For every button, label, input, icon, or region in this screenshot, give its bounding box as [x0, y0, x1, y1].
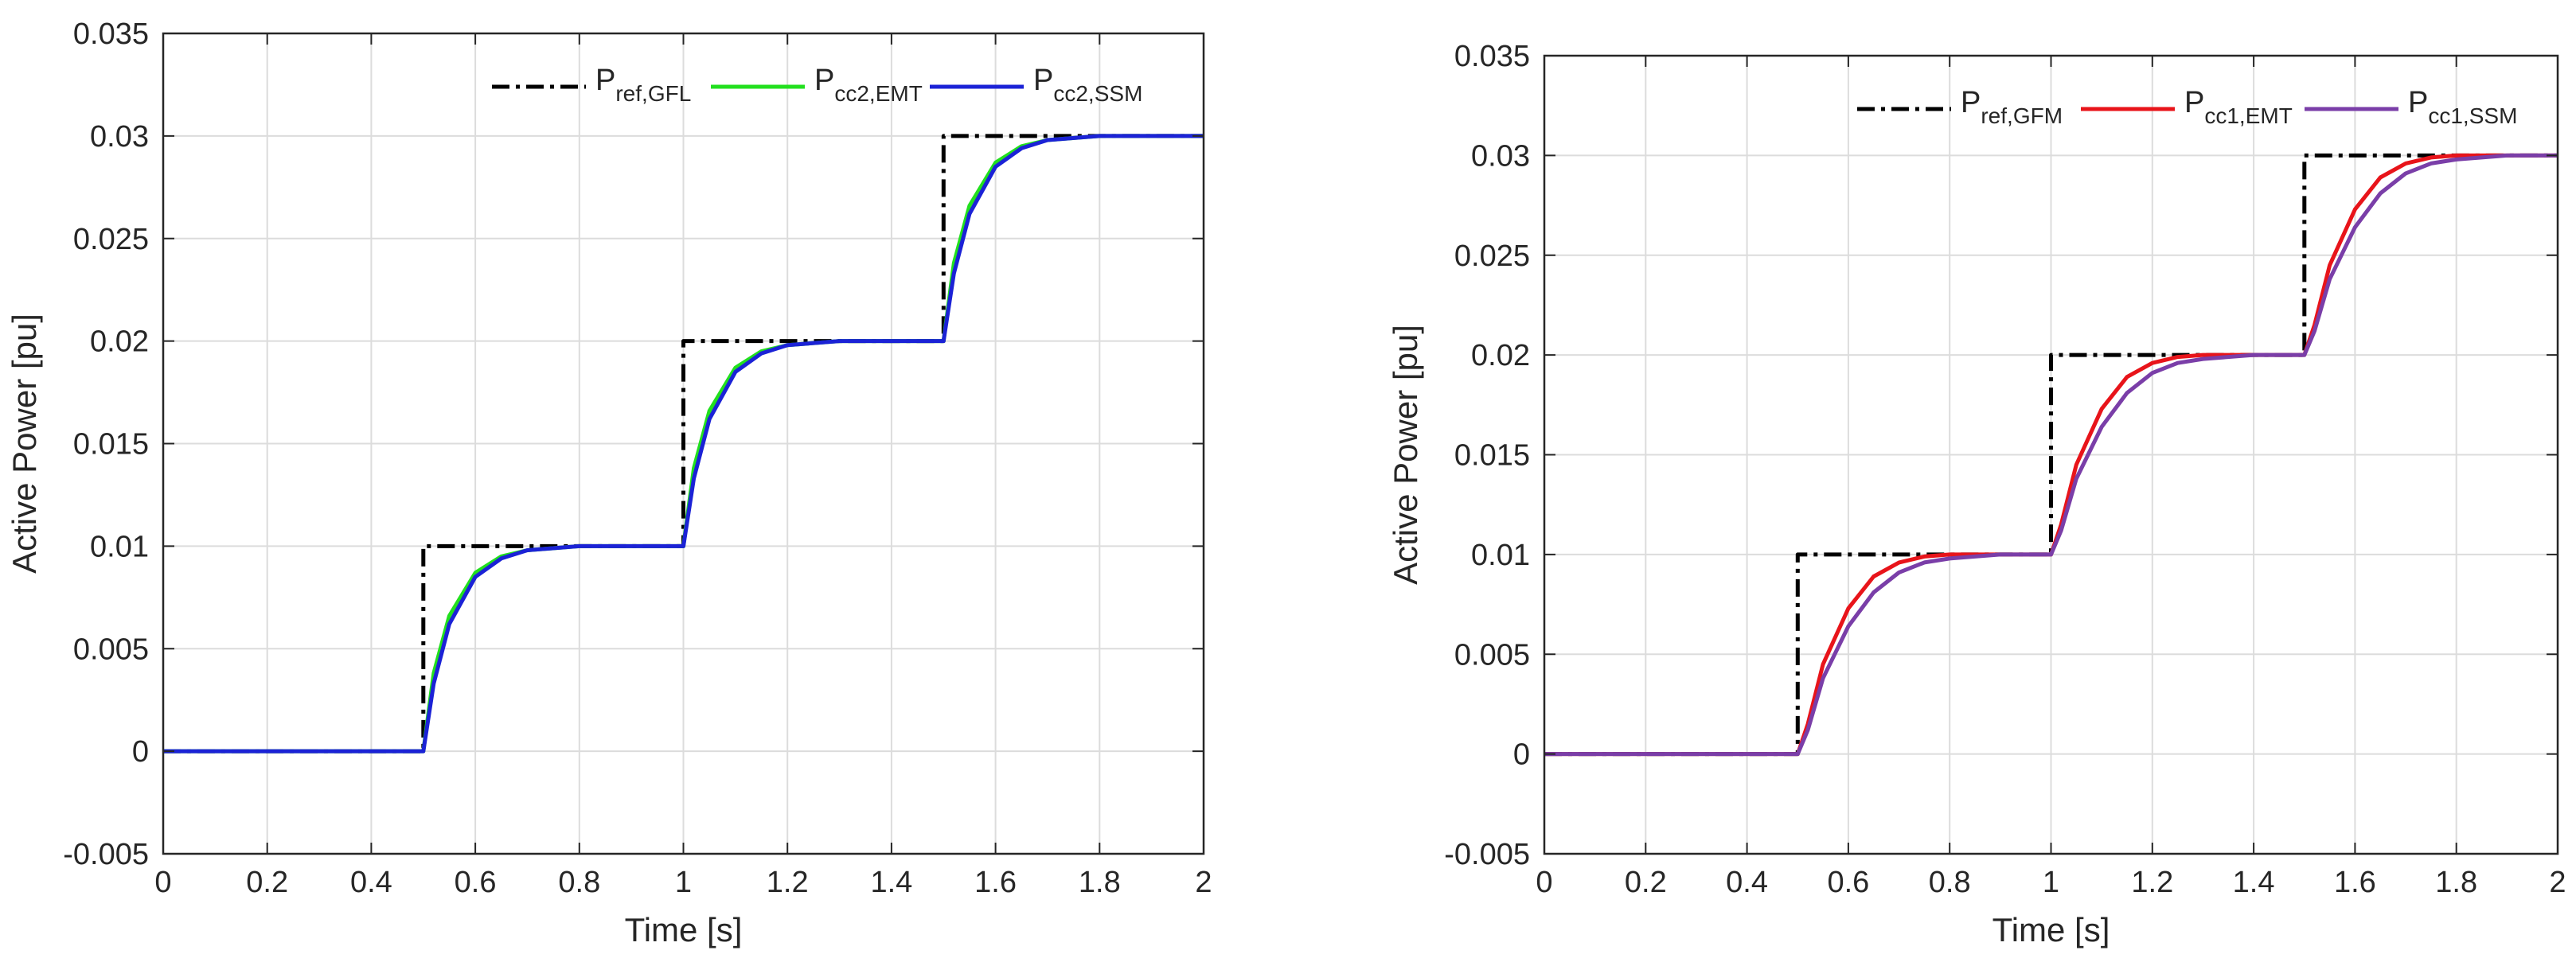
y-tick-label: 0.01 — [1471, 539, 1530, 572]
y-tick-label: 0.03 — [1471, 139, 1530, 173]
series-line-ref-gfm — [1544, 153, 2558, 757]
series-line-cc1-emt — [1544, 153, 2558, 757]
x-tick-label: 1.8 — [1079, 866, 1121, 899]
series-line-cc2-ssm — [163, 134, 1204, 754]
x-tick-label: 0.2 — [1625, 866, 1667, 899]
series-line-ref-gfl — [163, 134, 1204, 754]
x-tick-label: 1.4 — [2233, 866, 2275, 899]
y-tick-label: 0.02 — [1471, 339, 1530, 372]
y-tick-label: 0.025 — [73, 223, 149, 256]
y-tick-label: 0.03 — [90, 120, 149, 154]
y-tick-label: 0.035 — [1454, 40, 1530, 73]
legend: Pref,GFM Pcc1,EMT Pcc1,SSM — [1857, 86, 2517, 128]
x-tick-label: 1 — [675, 866, 692, 899]
series-line-cc2-emt — [163, 134, 1204, 754]
x-tick-label: 0.8 — [1929, 866, 1971, 899]
y-tick-label: 0.01 — [90, 530, 149, 563]
y-tick-label: 0.005 — [73, 633, 149, 666]
x-tick-label: 0.2 — [246, 866, 288, 899]
y-tick-label: 0.015 — [1454, 439, 1530, 473]
legend-entry-label: Pref,GFL — [595, 64, 691, 106]
legend: Pref,GFL Pcc2,EMT Pcc2,SSM — [492, 64, 1142, 106]
y-tick-label: -0.005 — [63, 838, 149, 871]
y-tick-label: -0.005 — [1444, 838, 1530, 871]
y-tick-label: 0.035 — [73, 18, 149, 51]
legend-entry-label: Pref,GFM — [1961, 86, 2063, 128]
y-tick-label: 0 — [132, 735, 149, 769]
y-tick-label: 0 — [1513, 738, 1530, 772]
x-tick-label: 1.6 — [974, 866, 1017, 899]
x-tick-label: 1.8 — [2435, 866, 2477, 899]
chart-panel-2: 0 0.2 0.4 0.6 0.8 1 1.2 1.4 1.6 1.8 2-0.00500.0050… — [1387, 40, 2566, 948]
y-tick-label: 0.02 — [90, 325, 149, 359]
x-tick-label: 1.2 — [2131, 866, 2173, 899]
y-tick-label: 0.005 — [1454, 638, 1530, 672]
legend-entry-label: Pcc1,EMT — [2184, 86, 2293, 128]
x-tick-label: 0 — [154, 866, 171, 899]
x-tick-label: 0 — [1536, 866, 1552, 899]
y-axis-label: Active Power [pu] — [6, 314, 43, 574]
x-tick-label: 0.4 — [1726, 866, 1768, 899]
x-tick-label: 1.6 — [2334, 866, 2376, 899]
x-tick-label: 1.4 — [870, 866, 912, 899]
x-tick-label: 0.6 — [455, 866, 497, 899]
y-tick-label: 0.015 — [73, 428, 149, 462]
x-axis-label: Time [s] — [625, 911, 743, 948]
x-tick-label: 0.6 — [1827, 866, 1869, 899]
x-tick-label: 1.2 — [767, 866, 809, 899]
legend-entry-label: Pcc2,EMT — [814, 64, 923, 106]
legend-entry-label: Pcc1,SSM — [2408, 86, 2517, 128]
x-tick-label: 1 — [2043, 866, 2059, 899]
chart-panel-1: 0 0.2 0.4 0.6 0.8 1 1.2 1.4 1.6 1.8 2-0.00500.0050… — [6, 18, 1212, 948]
y-axis-label: Active Power [pu] — [1387, 325, 1424, 585]
y-tick-label: 0.025 — [1454, 240, 1530, 273]
x-tick-label: 2 — [2549, 866, 2566, 899]
x-tick-label: 2 — [1195, 866, 1212, 899]
x-axis-label: Time [s] — [1992, 911, 2110, 948]
legend-entry-label: Pcc2,SSM — [1033, 64, 1142, 106]
x-tick-label: 0.4 — [350, 866, 392, 899]
series-line-cc1-ssm — [1544, 153, 2558, 757]
x-tick-label: 0.8 — [558, 866, 600, 899]
